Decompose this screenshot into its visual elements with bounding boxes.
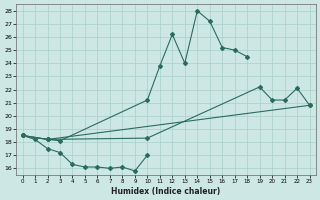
X-axis label: Humidex (Indice chaleur): Humidex (Indice chaleur) [111,187,221,196]
